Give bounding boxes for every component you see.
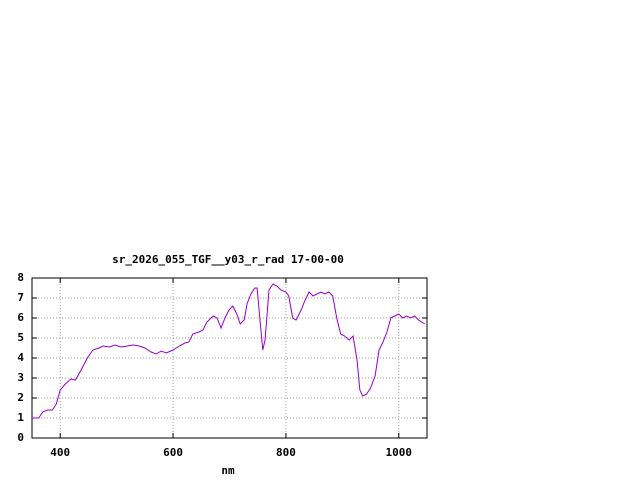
x-tick-label: 600 [163,446,183,459]
x-tick-label: 1000 [386,446,413,459]
x-tick-label: 800 [276,446,296,459]
y-tick-label: 5 [17,331,24,344]
y-tick-label: 6 [17,311,24,324]
data-line [32,283,426,419]
y-tick-label: 0 [17,431,24,444]
chart-title: sr_2026_055_TGF__y03_r_rad 17-00-00 [112,253,344,266]
x-axis-label: nm [221,464,235,477]
y-tick-label: 3 [17,371,24,384]
y-tick-label: 8 [17,271,24,284]
y-tick-label: 7 [17,291,24,304]
plot-border [31,277,428,439]
x-tick-label: 400 [50,446,70,459]
y-tick-label: 2 [17,391,24,404]
y-tick-label: 1 [17,411,24,424]
y-tick-label: 4 [17,351,24,364]
